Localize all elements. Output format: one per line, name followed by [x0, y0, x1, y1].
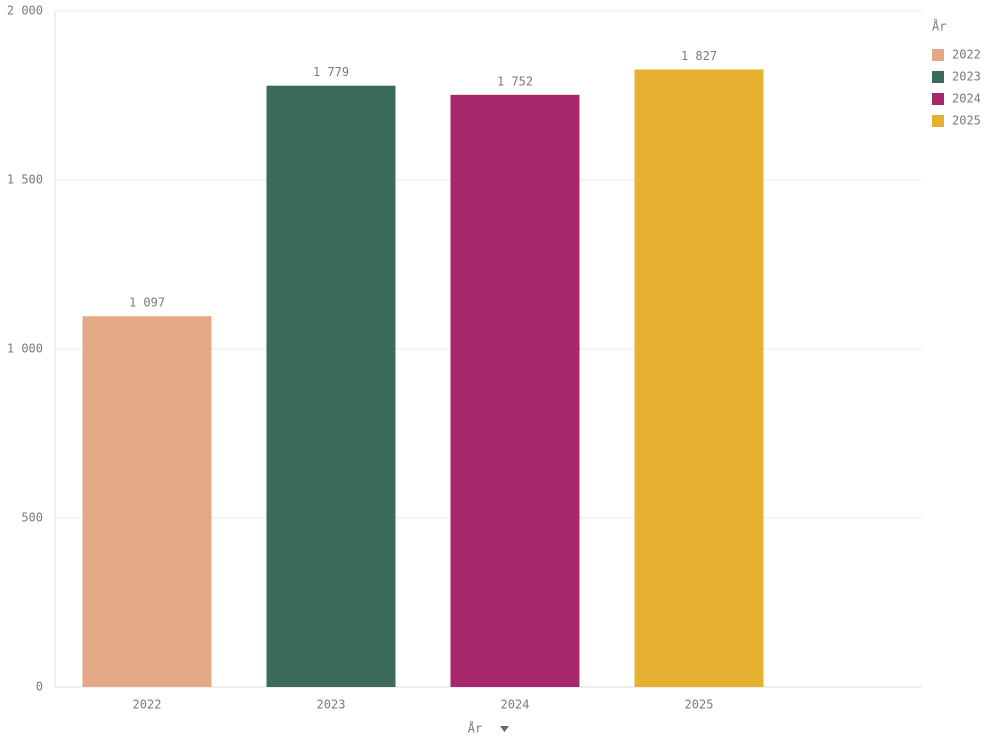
bar — [266, 85, 396, 687]
legend-label[interactable]: 2024 — [952, 92, 981, 106]
legend-swatch — [932, 115, 944, 127]
legend-swatch — [932, 49, 944, 61]
legend-label[interactable]: 2022 — [952, 48, 981, 62]
legend-label[interactable]: 2025 — [952, 114, 981, 128]
legend-swatch — [932, 71, 944, 83]
data-label: 1 752 — [497, 74, 533, 88]
dropdown-icon[interactable] — [500, 726, 509, 732]
y-tick-label: 1 500 — [7, 173, 43, 187]
x-tick-label: 2022 — [133, 698, 162, 712]
y-tick-label: 500 — [21, 511, 43, 525]
legend-swatch — [932, 93, 944, 105]
x-axis-title[interactable]: År — [468, 721, 482, 736]
bar — [82, 316, 212, 687]
x-tick-label: 2025 — [685, 698, 714, 712]
bar — [634, 69, 764, 687]
x-tick-label: 2023 — [317, 698, 346, 712]
bar — [450, 94, 580, 688]
y-tick-label: 0 — [36, 680, 43, 694]
data-label: 1 097 — [129, 296, 165, 310]
data-label: 1 827 — [681, 49, 717, 63]
y-tick-label: 1 000 — [7, 342, 43, 356]
x-tick-label: 2024 — [501, 698, 530, 712]
legend-title: År — [932, 19, 946, 34]
y-tick-label: 2 000 — [7, 4, 43, 18]
legend-label[interactable]: 2023 — [952, 70, 981, 84]
data-label: 1 779 — [313, 65, 349, 79]
